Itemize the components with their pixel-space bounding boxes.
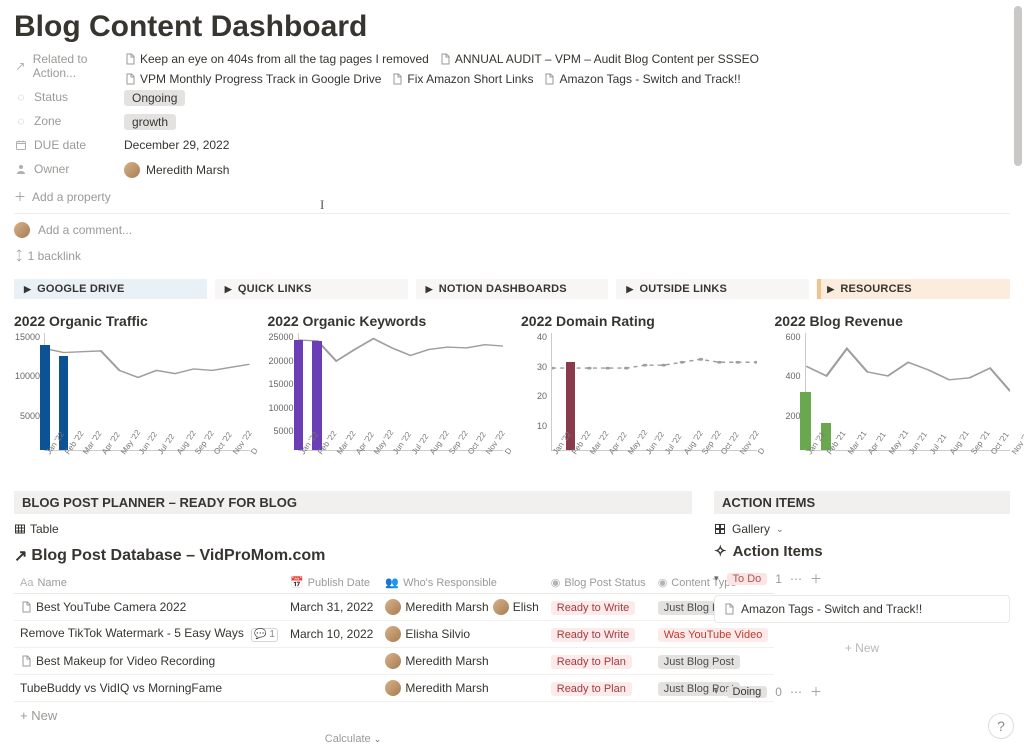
triangle-icon: ▶ [225,284,232,295]
page-icon [391,72,403,86]
related-page[interactable]: Keep an eye on 404s from all the tag pag… [124,52,429,66]
status-tag: Ready to Plan [551,682,632,696]
add-comment[interactable]: Add a comment... [14,213,1010,246]
due-label: DUE date [34,138,86,152]
triangle-icon: ▶ [827,284,834,295]
avatar [493,599,509,615]
zone-value[interactable]: growth [124,114,176,130]
gallery-icon [714,523,726,535]
related-label: Related to Action... [33,52,124,80]
triangle-icon: ▶ [24,284,31,295]
new-row-button[interactable]: + New [14,702,692,729]
zone-label: Zone [34,114,61,128]
new-action-button[interactable]: + New [714,631,1010,665]
owner-label: Owner [34,162,69,176]
avatar [385,626,401,642]
action-items-title[interactable]: ✧ Action Items [714,542,1010,566]
actions-view-tab[interactable]: Gallery ⌄ [714,520,1010,542]
chart-bar [800,392,810,451]
chart-title: 2022 Blog Revenue [775,313,1011,329]
add-property-button[interactable]: ＋Add a property [14,184,1010,209]
planner-view-tab[interactable]: Table [14,520,692,542]
zone-icon: ◌ [14,114,28,128]
help-button[interactable]: ? [988,713,1014,739]
database-title[interactable]: ↗Blog Post Database – VidProMom.com [14,542,692,572]
prop-related: ↗ Related to Action... Keep an eye on 40… [14,50,1010,88]
action-item-card[interactable]: Amazon Tags - Switch and Track!! [714,595,1010,623]
col-publish-date[interactable]: 📅Publish Date [284,572,379,594]
triangle-icon: ▶ [426,284,433,295]
chart-bar [294,340,303,450]
chart-title: 2022 Organic Traffic [14,313,250,329]
status-tag: Ready to Write [551,628,636,642]
table-row[interactable]: TubeBuddy vs VidIQ vs MorningFameMeredit… [14,675,774,702]
toggle-quick-links[interactable]: ▶QUICK LINKS [215,279,408,299]
table-row[interactable]: Remove TikTok Watermark - 5 Easy Ways 💬 … [14,621,774,648]
page-icon [20,655,32,667]
comment-count: 💬 1 [251,628,278,642]
chart-card: 2022 Organic Traffic15000100005000 Jan '… [14,313,250,473]
doing-group[interactable]: ▾ Doing 0 ⋯ ＋ [714,679,1010,704]
todo-group[interactable]: ▾ To Do 1 ⋯ ＋ [714,566,1010,591]
avatar [385,680,401,696]
person-icon [14,162,28,176]
col-name[interactable]: AaName [14,572,284,594]
col-blog-post-status[interactable]: ◉Blog Post Status [545,572,652,594]
status-label: Status [34,90,68,104]
calendar-icon [14,138,28,152]
page-icon [439,52,451,66]
related-page[interactable]: VPM Monthly Progress Track in Google Dri… [124,72,381,86]
due-value[interactable]: December 29, 2022 [124,138,229,152]
col-who-s-responsible[interactable]: 👥Who's Responsible [379,572,544,594]
scrollbar[interactable] [1014,6,1022,166]
page-icon [543,72,555,86]
related-page[interactable]: ANNUAL AUDIT – VPM – Audit Blog Content … [439,52,759,66]
chart-title: 2022 Organic Keywords [268,313,504,329]
sparkle-icon: ✧ [714,542,727,560]
toggle-notion-dashboards[interactable]: ▶NOTION DASHBOARDS [416,279,609,299]
avatar [385,599,401,615]
page-title: Blog Content Dashboard [14,10,1010,44]
page-icon [723,602,735,616]
table-row[interactable]: Best YouTube Camera 2022March 31, 2022Me… [14,594,774,621]
status-tag: Ready to Plan [551,655,632,669]
text-cursor: I [320,197,324,213]
actions-header: ACTION ITEMS [714,491,1010,514]
table-icon [14,523,26,535]
calculate-button[interactable]: Calculate ⌄ [14,729,692,749]
page-icon [124,52,136,66]
table-row[interactable]: Best Makeup for Video RecordingMeredith … [14,648,774,675]
relation-icon: ↗ [14,59,27,73]
toggle-resources[interactable]: ▶RESOURCES [817,279,1010,299]
toggle-google-drive[interactable]: ▶GOOGLE DRIVE [14,279,207,299]
status-tag: Ready to Write [551,601,636,615]
toggle-outside-links[interactable]: ▶OUTSIDE LINKS [616,279,809,299]
chart-card: 2022 Blog Revenue600400200 Jan '21Feb '2… [775,313,1011,473]
page-icon [20,601,32,613]
related-page[interactable]: Fix Amazon Short Links [391,72,533,86]
triangle-icon: ▶ [626,284,633,295]
status-value[interactable]: Ongoing [124,90,185,106]
planner-header: BLOG POST PLANNER – READY FOR BLOG [14,491,692,514]
avatar [385,653,401,669]
chart-card: 2022 Domain Rating40302010 Jan '22Feb '2… [521,313,757,473]
backlinks[interactable]: ⤡ 1 backlink [14,246,1010,273]
chart-bar [40,345,49,450]
page-icon [124,72,136,86]
chart-card: 2022 Organic Keywords2500020000150001000… [268,313,504,473]
related-page[interactable]: Amazon Tags - Switch and Track!! [543,72,740,86]
owner-value[interactable]: Meredith Marsh [146,163,229,177]
chart-title: 2022 Domain Rating [521,313,757,329]
status-icon: ◌ [14,90,28,104]
planner-table: AaName📅Publish Date👥Who's Responsible◉Bl… [14,572,774,702]
avatar [14,222,30,238]
avatar [124,162,140,178]
